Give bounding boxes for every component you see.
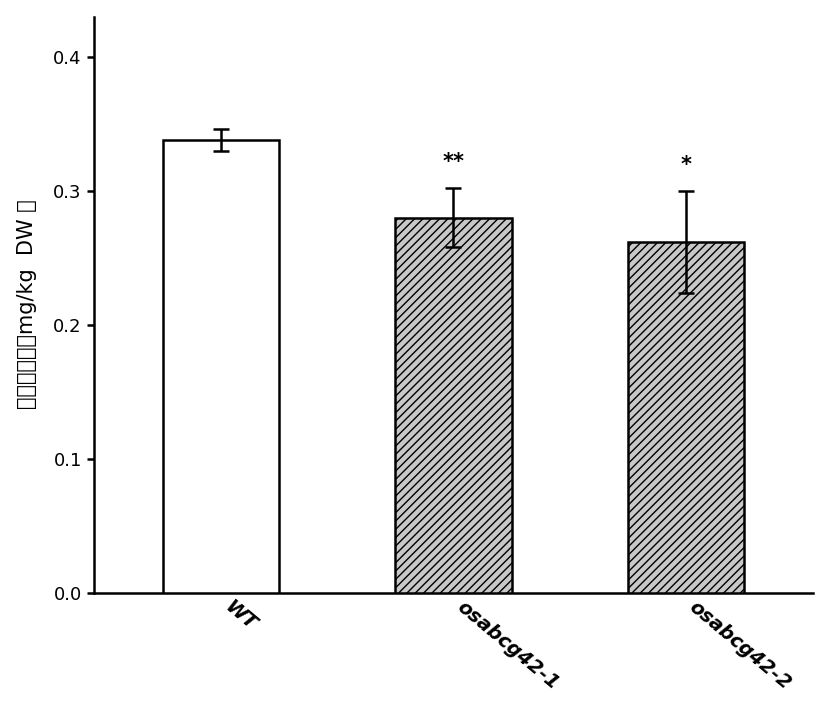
Text: **: ** — [442, 152, 465, 172]
Bar — [164, 140, 280, 593]
Text: *: * — [680, 155, 691, 175]
Bar — [627, 241, 744, 593]
Y-axis label: 糙米镉含量（mg/kg  DW ）: 糙米镉含量（mg/kg DW ） — [17, 200, 37, 410]
Bar — [395, 217, 511, 593]
